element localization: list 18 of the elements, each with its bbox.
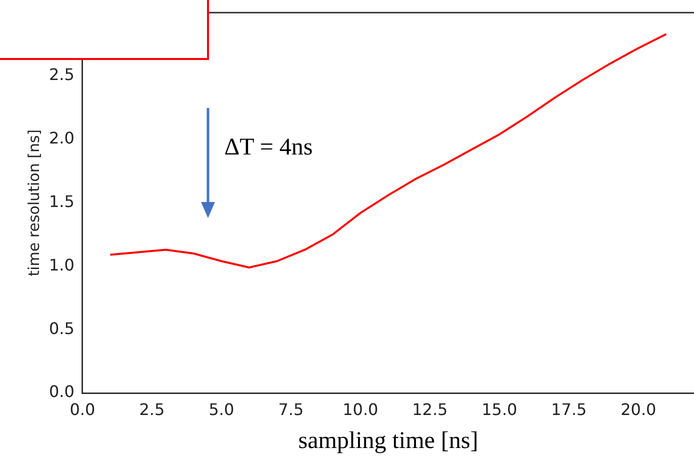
x-tick-label: 7.5 xyxy=(278,400,304,419)
x-tick-label: 20.0 xyxy=(620,400,656,419)
x-tick-label: 10.0 xyxy=(342,400,378,419)
x-tick-label: 0.0 xyxy=(70,400,96,419)
y-tick-label: 1.5 xyxy=(48,192,74,211)
annotation: ΔT = 4ns xyxy=(224,134,313,161)
y-axis-title: time resolution [ns] xyxy=(24,129,43,276)
y-tick-label: 1.0 xyxy=(48,255,74,274)
y-tick-label: 2.5 xyxy=(48,65,74,84)
x-tick-label: 17.5 xyxy=(551,400,587,419)
x-tick-label: 12.5 xyxy=(412,400,448,419)
y-tick-label: 0.5 xyxy=(48,318,74,338)
y-tick-label: 2.0 xyxy=(48,128,74,148)
x-axis-title: sampling time [ns] xyxy=(298,428,478,454)
y-tick-label: 0.0 xyxy=(48,382,74,402)
x-tick-label: 15.0 xyxy=(482,400,518,419)
x-tick-label: 2.5 xyxy=(139,400,165,419)
x-tick-label: 5.0 xyxy=(208,400,234,419)
